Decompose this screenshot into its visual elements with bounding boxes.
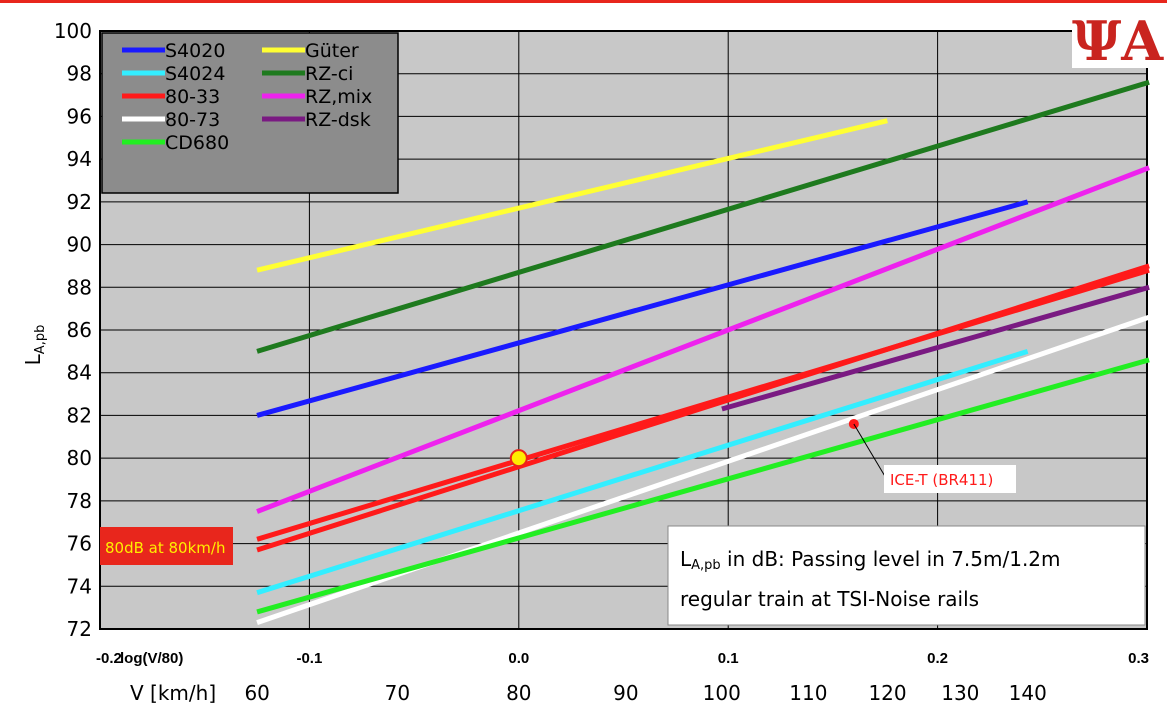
speed-tick-label: 100 (703, 681, 741, 705)
legend-label: RZ,mix (305, 86, 372, 108)
y-tick-label: 82 (67, 403, 92, 427)
series-line-g-ter (256, 118, 888, 273)
y-tick-label: 76 (67, 532, 92, 556)
series-line-cd680 (256, 357, 1150, 615)
note-box (667, 525, 1146, 626)
speed-tick-label: 120 (868, 681, 906, 705)
y-tick-label: 80 (67, 446, 92, 470)
x-tick-label: -0.2 (96, 650, 122, 667)
legend-label: RZ-ci (305, 63, 353, 85)
ice-label: ICE-T (BR411) (890, 471, 993, 489)
reference-point (509, 449, 528, 468)
speed-tick-label: 90 (613, 681, 638, 705)
logo-text: ΨA (1072, 9, 1164, 73)
reference-label: 80dB at 80km/h (105, 539, 225, 557)
plot-frame (99, 30, 1148, 630)
series-line-rz-mix (256, 165, 1150, 514)
legend-label: CD680 (165, 132, 229, 154)
x-axis-top-label: log(V/80) (120, 650, 183, 667)
legend-box (101, 32, 399, 194)
ice-leader-line (853, 423, 887, 479)
series-line-80-33 (256, 267, 1150, 542)
note-line-2: regular train at TSI-Noise rails (680, 587, 979, 611)
speed-tick-label: 70 (385, 681, 410, 705)
series-line-rz-ci (256, 79, 1150, 354)
ice-label-box (884, 465, 1016, 493)
y-tick-label: 100 (54, 19, 92, 43)
x-tick-label: 0.3 (1128, 650, 1149, 667)
note-line-1: LA,pb in dB: Passing level in 7.5m/1.2m (680, 547, 1061, 573)
y-tick-label: 78 (67, 489, 92, 513)
series-layer (256, 79, 1150, 625)
y-tick-label: 90 (67, 233, 92, 257)
y-tick-label: 98 (67, 62, 92, 86)
speed-tick-label: 110 (789, 681, 827, 705)
legend-label: 80-33 (165, 86, 220, 108)
y-tick-label: 96 (67, 104, 92, 128)
x-axis-ticks: -0.2 -0.1 0.0 0.1 0.2 0.3 (96, 650, 1149, 667)
reference-label-box (100, 527, 233, 565)
legend-label: Güter (305, 40, 359, 62)
y-axis-label: LA,pb (21, 325, 48, 366)
legend-label: S4020 (165, 40, 225, 62)
y-tick-label: 84 (67, 361, 92, 385)
legend-label: S4024 (165, 63, 225, 85)
y-tick-label: 92 (67, 190, 92, 214)
legend-label: RZ-dsk (305, 109, 371, 131)
logo-bg (1072, 8, 1162, 68)
y-tick-label: 72 (67, 617, 92, 641)
legend-label: 80-73 (165, 109, 220, 131)
speed-tick-label: 130 (941, 681, 979, 705)
y-tick-label: 86 (67, 318, 92, 342)
speed-tick-label: 60 (244, 681, 269, 705)
speed-tick-label: 140 (1009, 681, 1047, 705)
speed-axis-ticks: 60 70 80 90 100 110 120 130 140 (244, 681, 1046, 705)
y-axis-ticks: 72 74 76 78 80 82 84 86 88 90 92 94 96 98 100 (54, 19, 92, 641)
series-line-s4024 (256, 348, 1029, 596)
x-axis-bottom-label: V [km/h] (130, 681, 216, 705)
y-tick-label: 94 (67, 147, 92, 171)
speed-tick-label: 80 (506, 681, 531, 705)
x-tick-label: 0.1 (718, 650, 739, 667)
x-tick-label: 0.0 (508, 650, 529, 667)
y-tick-label: 88 (67, 275, 92, 299)
y-tick-label: 74 (67, 574, 92, 598)
x-tick-label: 0.2 (927, 650, 948, 667)
series-line-s4020 (256, 199, 1029, 418)
x-tick-label: -0.1 (296, 650, 322, 667)
psi-a-logo: ΨA (1072, 8, 1164, 73)
series-line-rz-dsk (721, 284, 1150, 412)
top-accent-line (0, 0, 1167, 3)
